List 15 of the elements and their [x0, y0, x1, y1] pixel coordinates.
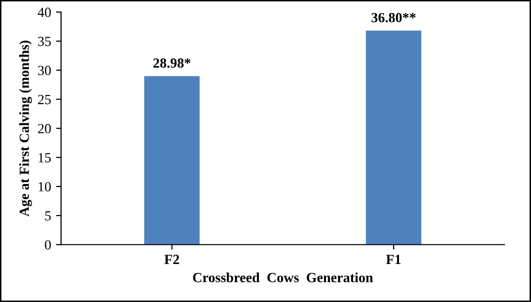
- data-label: 36.80**: [372, 12, 416, 22]
- data-label: 28.98*: [153, 58, 190, 68]
- y-axis-title: Age at First Calving (months): [19, 40, 32, 217]
- x-axis-title: Crossbreed Cows Generation: [193, 272, 373, 282]
- x-tick-label: F1: [386, 254, 401, 264]
- y-tick-label: 30: [38, 66, 51, 76]
- y-tick-label: 5: [45, 211, 51, 221]
- y-tick-label: 0: [44, 240, 51, 250]
- y-tick-label: 40: [38, 8, 51, 18]
- y-tick-label: 35: [38, 36, 51, 46]
- x-tick-label: F2: [164, 254, 180, 264]
- y-tick-label: 20: [38, 124, 51, 134]
- y-tick-label: 10: [38, 182, 51, 192]
- y-tick-label: 15: [38, 153, 51, 162]
- y-tick-label: 25: [38, 94, 51, 104]
